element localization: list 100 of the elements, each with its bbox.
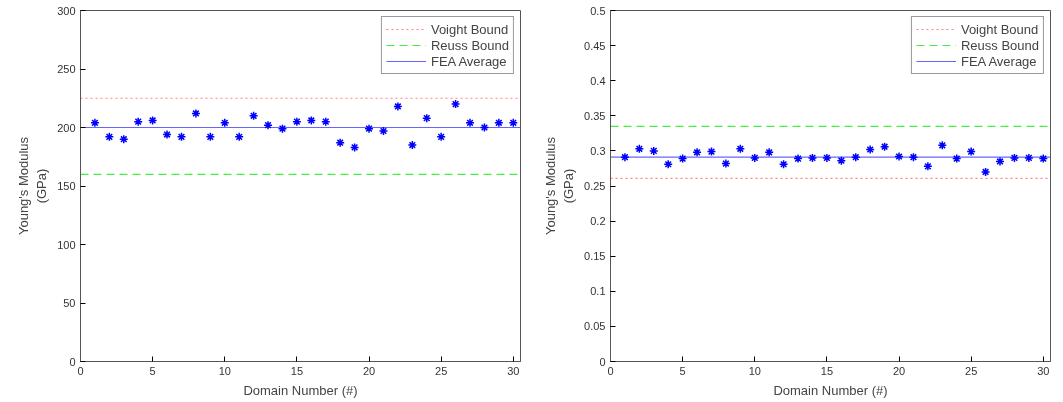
point	[176, 132, 187, 142]
point	[995, 156, 1005, 167]
point	[706, 146, 717, 157]
point	[951, 153, 962, 164]
point	[421, 113, 432, 123]
point	[750, 153, 760, 163]
y-axis-title: Young's Modulus (GPa)	[16, 136, 50, 236]
point	[721, 158, 731, 169]
legend-label: Reuss Bound	[960, 37, 1039, 53]
point	[191, 108, 201, 119]
y-tick-label: 0.45	[584, 39, 606, 52]
x-tick-label: 5	[679, 364, 686, 377]
point	[937, 140, 948, 151]
legend-label: FEA Average	[430, 53, 507, 69]
x-tick-label: 30	[507, 364, 520, 377]
legend-label: Voight Bound	[960, 21, 1039, 37]
point	[923, 161, 933, 172]
point	[508, 118, 519, 128]
point	[894, 151, 904, 162]
point	[364, 123, 374, 134]
y-tick-label: 0.25	[584, 180, 606, 192]
point	[119, 134, 129, 144]
point	[879, 141, 890, 152]
point	[147, 115, 158, 126]
y-tick-label: 0.1	[590, 285, 606, 298]
point	[349, 142, 360, 153]
point	[793, 153, 803, 164]
point	[248, 111, 259, 121]
x-tick-label: 25	[435, 364, 448, 377]
x-tick-label: 15	[290, 364, 304, 377]
point	[292, 116, 302, 127]
point	[234, 132, 244, 142]
point	[494, 118, 504, 128]
legend-label: FEA Average	[960, 53, 1037, 69]
point	[465, 118, 475, 128]
point	[663, 159, 673, 169]
y-tick-label: 0.5	[590, 4, 606, 17]
y-tick-label: 0.15	[584, 250, 606, 263]
point	[807, 153, 818, 163]
point	[1024, 153, 1034, 163]
point	[335, 137, 345, 148]
x-tick-label: 10	[218, 364, 231, 377]
x-tick-label: 5	[149, 364, 156, 377]
point	[778, 159, 789, 169]
legend-label: Voight Bound	[430, 21, 509, 37]
point	[133, 116, 143, 127]
point	[692, 147, 702, 158]
y-tick-label: 0	[599, 355, 606, 368]
point	[822, 153, 832, 163]
x-tick-label: 0	[77, 364, 84, 377]
y-tick-label: 0.05	[584, 320, 606, 333]
point	[393, 101, 403, 112]
x-axis-title: Domain Number (#)	[243, 382, 358, 398]
x-axis-title: Domain Number (#)	[773, 382, 888, 398]
point	[277, 123, 288, 134]
point	[450, 99, 461, 109]
point	[677, 153, 688, 164]
point	[966, 146, 976, 157]
point	[90, 118, 100, 128]
point	[620, 152, 630, 162]
point	[1009, 153, 1020, 163]
point	[220, 118, 230, 128]
point	[980, 167, 991, 177]
y-tick-label: 0.35	[584, 109, 606, 122]
point	[378, 126, 389, 136]
point	[436, 132, 446, 142]
x-tick-label: 0	[607, 364, 614, 377]
y-tick-label: 150	[57, 180, 76, 192]
point	[162, 129, 172, 140]
point	[764, 147, 774, 158]
point	[851, 152, 861, 162]
point	[865, 144, 875, 155]
point	[634, 144, 645, 154]
y-tick-label: 100	[57, 238, 76, 251]
y-tick-label: 0	[69, 355, 76, 368]
point	[104, 132, 115, 142]
legend-label: Reuss Bound	[430, 37, 509, 53]
point	[263, 120, 273, 130]
point	[908, 152, 919, 162]
point	[407, 140, 418, 150]
point	[306, 115, 317, 126]
x-tick-label: 15	[820, 364, 834, 377]
y-tick-label: 50	[63, 297, 76, 309]
x-tick-label: 25	[965, 364, 978, 377]
x-tick-label: 30	[1037, 364, 1050, 377]
point	[649, 146, 659, 156]
x-tick-label: 20	[892, 364, 906, 377]
point	[735, 144, 746, 154]
y-tick-label: 300	[57, 4, 76, 17]
y-tick-label: 200	[57, 121, 76, 134]
y-tick-label: 250	[57, 63, 76, 75]
point	[1038, 153, 1049, 164]
point	[836, 155, 847, 166]
y-tick-label: 0.2	[590, 215, 606, 228]
x-tick-label: 20	[362, 364, 376, 377]
point	[321, 116, 331, 127]
y-tick-label: 0.4	[590, 74, 606, 87]
y-tick-label: 0.3	[590, 144, 606, 157]
point	[479, 122, 490, 133]
y-axis-title: Young's Modulus (GPa)	[543, 136, 577, 236]
